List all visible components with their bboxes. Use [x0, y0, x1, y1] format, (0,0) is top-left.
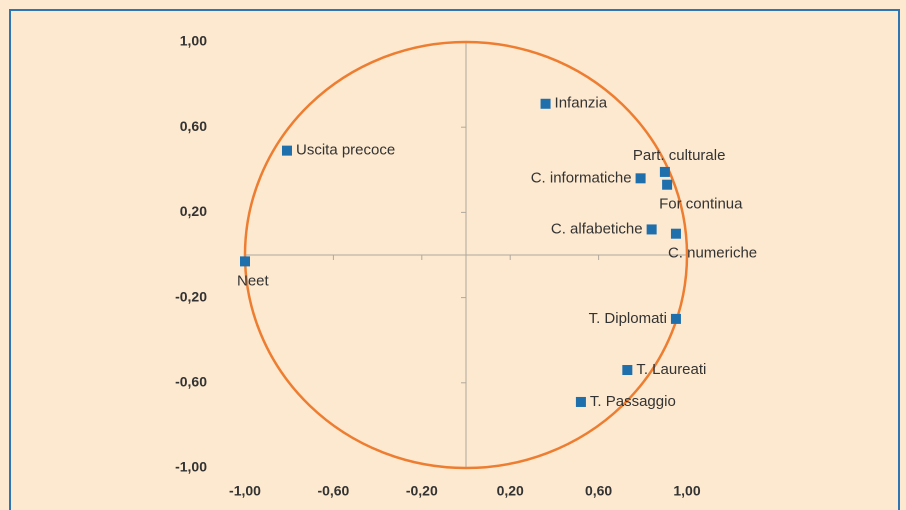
y-tick-label: 0,20	[180, 203, 207, 219]
point-label: T. Passaggio	[590, 393, 676, 410]
point	[540, 98, 551, 109]
point-label: Part. culturale	[633, 147, 726, 164]
point	[670, 313, 681, 324]
point	[670, 228, 681, 239]
point-label: C. numeriche	[668, 245, 757, 262]
point	[622, 365, 633, 376]
x-tick-label: -0,60	[317, 483, 349, 499]
y-tick-label: 0,60	[180, 118, 207, 134]
x-tick-label: 1,00	[673, 483, 700, 499]
correlation-circle	[243, 40, 689, 470]
x-tick-label: 0,60	[585, 483, 612, 499]
y-tick-label: 1,00	[180, 33, 207, 49]
y-tick-label: -1,00	[175, 459, 207, 475]
point	[240, 256, 250, 267]
point	[662, 179, 673, 190]
point-label: T. Diplomati	[589, 310, 667, 327]
point	[575, 396, 586, 407]
point-label: Uscita precoce	[296, 142, 395, 159]
point-label: C. informatiche	[531, 169, 632, 186]
point	[281, 145, 292, 156]
y-tick-label: -0,20	[175, 288, 207, 304]
point-label: T. Laureati	[636, 361, 706, 378]
point	[635, 173, 646, 184]
x-tick-label: -1,00	[229, 483, 261, 499]
point-label: For continua	[659, 196, 743, 213]
point-label: Neet	[237, 272, 270, 289]
point	[659, 166, 670, 177]
point	[646, 224, 657, 235]
frame	[9, 9, 900, 510]
x-tick-label: -0,20	[406, 483, 438, 499]
x-tick-label: 0,20	[497, 483, 524, 499]
y-tick-label: -0,60	[175, 374, 207, 390]
point-label: Infanzia	[555, 95, 608, 112]
point-label: C. alfabetiche	[551, 220, 643, 237]
